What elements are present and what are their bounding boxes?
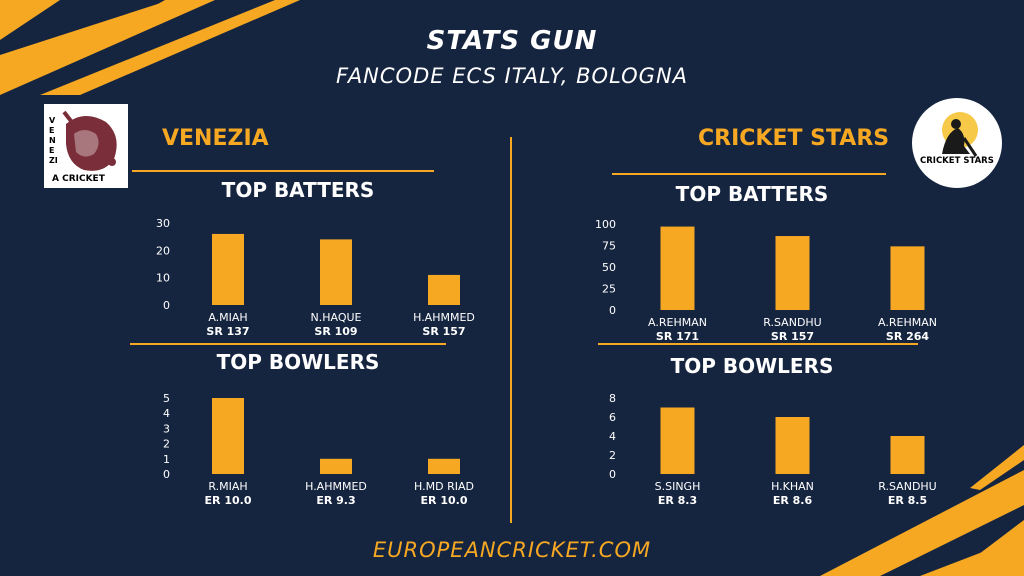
category-label: H.AHMMED [305,480,367,493]
category-label: R.SANDHU [763,316,821,329]
y-tick-label: 0 [163,468,170,481]
cricket-stars-logo: CRICKET STARS [912,98,1002,188]
y-tick-label: 50 [602,261,616,274]
left-section-divider [130,343,446,345]
bar [428,458,460,474]
footer-website: EUROPEANCRICKET.COM [372,538,652,562]
stat-label: ER 10.0 [421,494,468,507]
category-label: A.MIAH [208,311,247,324]
y-tick-label: 10 [156,272,170,285]
cricket-stars-logo-text: CRICKET STARS [920,156,994,166]
stat-label: SR 157 [771,330,814,343]
bar [660,226,695,310]
page-subtitle: FANCODE ECS ITALY, BOLOGNA [335,64,689,88]
y-tick-label: 4 [163,407,170,420]
batsman-icon [942,112,978,157]
stat-label: SR 264 [886,330,930,343]
y-tick-label: 30 [156,217,170,230]
y-tick-label: 75 [602,240,616,253]
venezia-batters-chart: 0 10 20 30 A.MIAH SR 137 N.HAQUE SR 109 H.AHMMED… [150,215,475,340]
bar [212,233,244,305]
stat-label: SR 157 [422,325,465,338]
stripe-bottom-right-3 [970,445,1024,490]
right-bowlers-title: TOP BOWLERS [670,354,834,378]
left-team-underline [132,170,434,172]
category-label: H.MD RIAD [414,480,474,493]
y-tick-label: 0 [163,299,170,312]
y-tick-label: 2 [163,438,170,451]
venezia-bowlers-chart: 0 1 2 3 4 5 R.MIAH ER 10.0 H.AHMMED ER 9.3 H.MD RI… [150,390,474,510]
right-team-name: CRICKET STARS [698,126,890,151]
category-label: A.REHMAN [878,316,937,329]
y-tick-label: 0 [609,468,616,481]
right-section-divider [598,343,918,345]
bar [428,274,460,305]
stat-label: SR 109 [314,325,357,338]
left-team-name: VENEZIA [162,126,269,151]
stars-batters-chart: 0 25 50 75 100 A.REHMAN SR 171 R.SANDHU SR 157 A.… [590,212,937,343]
stat-label: ER 8.3 [658,494,697,507]
category-label: N.HAQUE [311,311,362,324]
venezia-logo-text: A CRICKET [52,174,105,184]
category-label: R.SANDHU [878,480,936,493]
stat-label: SR 171 [656,330,699,343]
category-label: S.SINGH [655,480,701,493]
page-title: STATS GUN [426,26,598,56]
right-team-underline [612,173,886,175]
bar [320,458,352,474]
y-tick-label: 4 [609,430,616,443]
stat-label: ER 8.5 [888,494,927,507]
stat-label: SR 137 [206,325,249,338]
bar [320,239,352,305]
y-tick-label: 100 [595,218,616,231]
y-tick-label: 1 [163,453,170,466]
y-tick-label: 25 [602,283,616,296]
y-tick-label: 0 [609,304,616,317]
bar [890,246,925,310]
bar [775,236,810,310]
category-label: A.REHMAN [648,316,707,329]
bar [890,436,925,474]
bar [660,407,695,474]
center-divider [510,137,512,523]
venezia-logo-side-text: VENEZI [49,116,58,165]
y-tick-label: 6 [609,411,616,424]
left-bowlers-title: TOP BOWLERS [216,350,380,374]
y-tick-label: 2 [609,449,616,462]
right-batters-title: TOP BATTERS [675,182,829,206]
stat-label: ER 8.6 [773,494,813,507]
bar [212,398,244,474]
category-label: H.AHMMED [413,311,475,324]
stat-label: ER 10.0 [205,494,252,507]
y-tick-label: 8 [609,392,616,405]
y-tick-label: 3 [163,422,170,435]
left-batters-title: TOP BATTERS [221,178,375,202]
category-label: H.KHAN [771,480,814,493]
y-tick-label: 20 [156,244,170,257]
venezia-logo: A CRICKET VENEZI [44,104,128,188]
stars-bowlers-chart: 0 2 4 6 8 S.SINGH ER 8.3 H.KHAN ER 8.6 R.SANDHU ER… [590,390,937,510]
category-label: R.MIAH [208,480,247,493]
bar [775,417,810,474]
y-tick-label: 5 [163,392,170,405]
lion-icon [62,110,117,171]
stat-label: ER 9.3 [316,494,355,507]
